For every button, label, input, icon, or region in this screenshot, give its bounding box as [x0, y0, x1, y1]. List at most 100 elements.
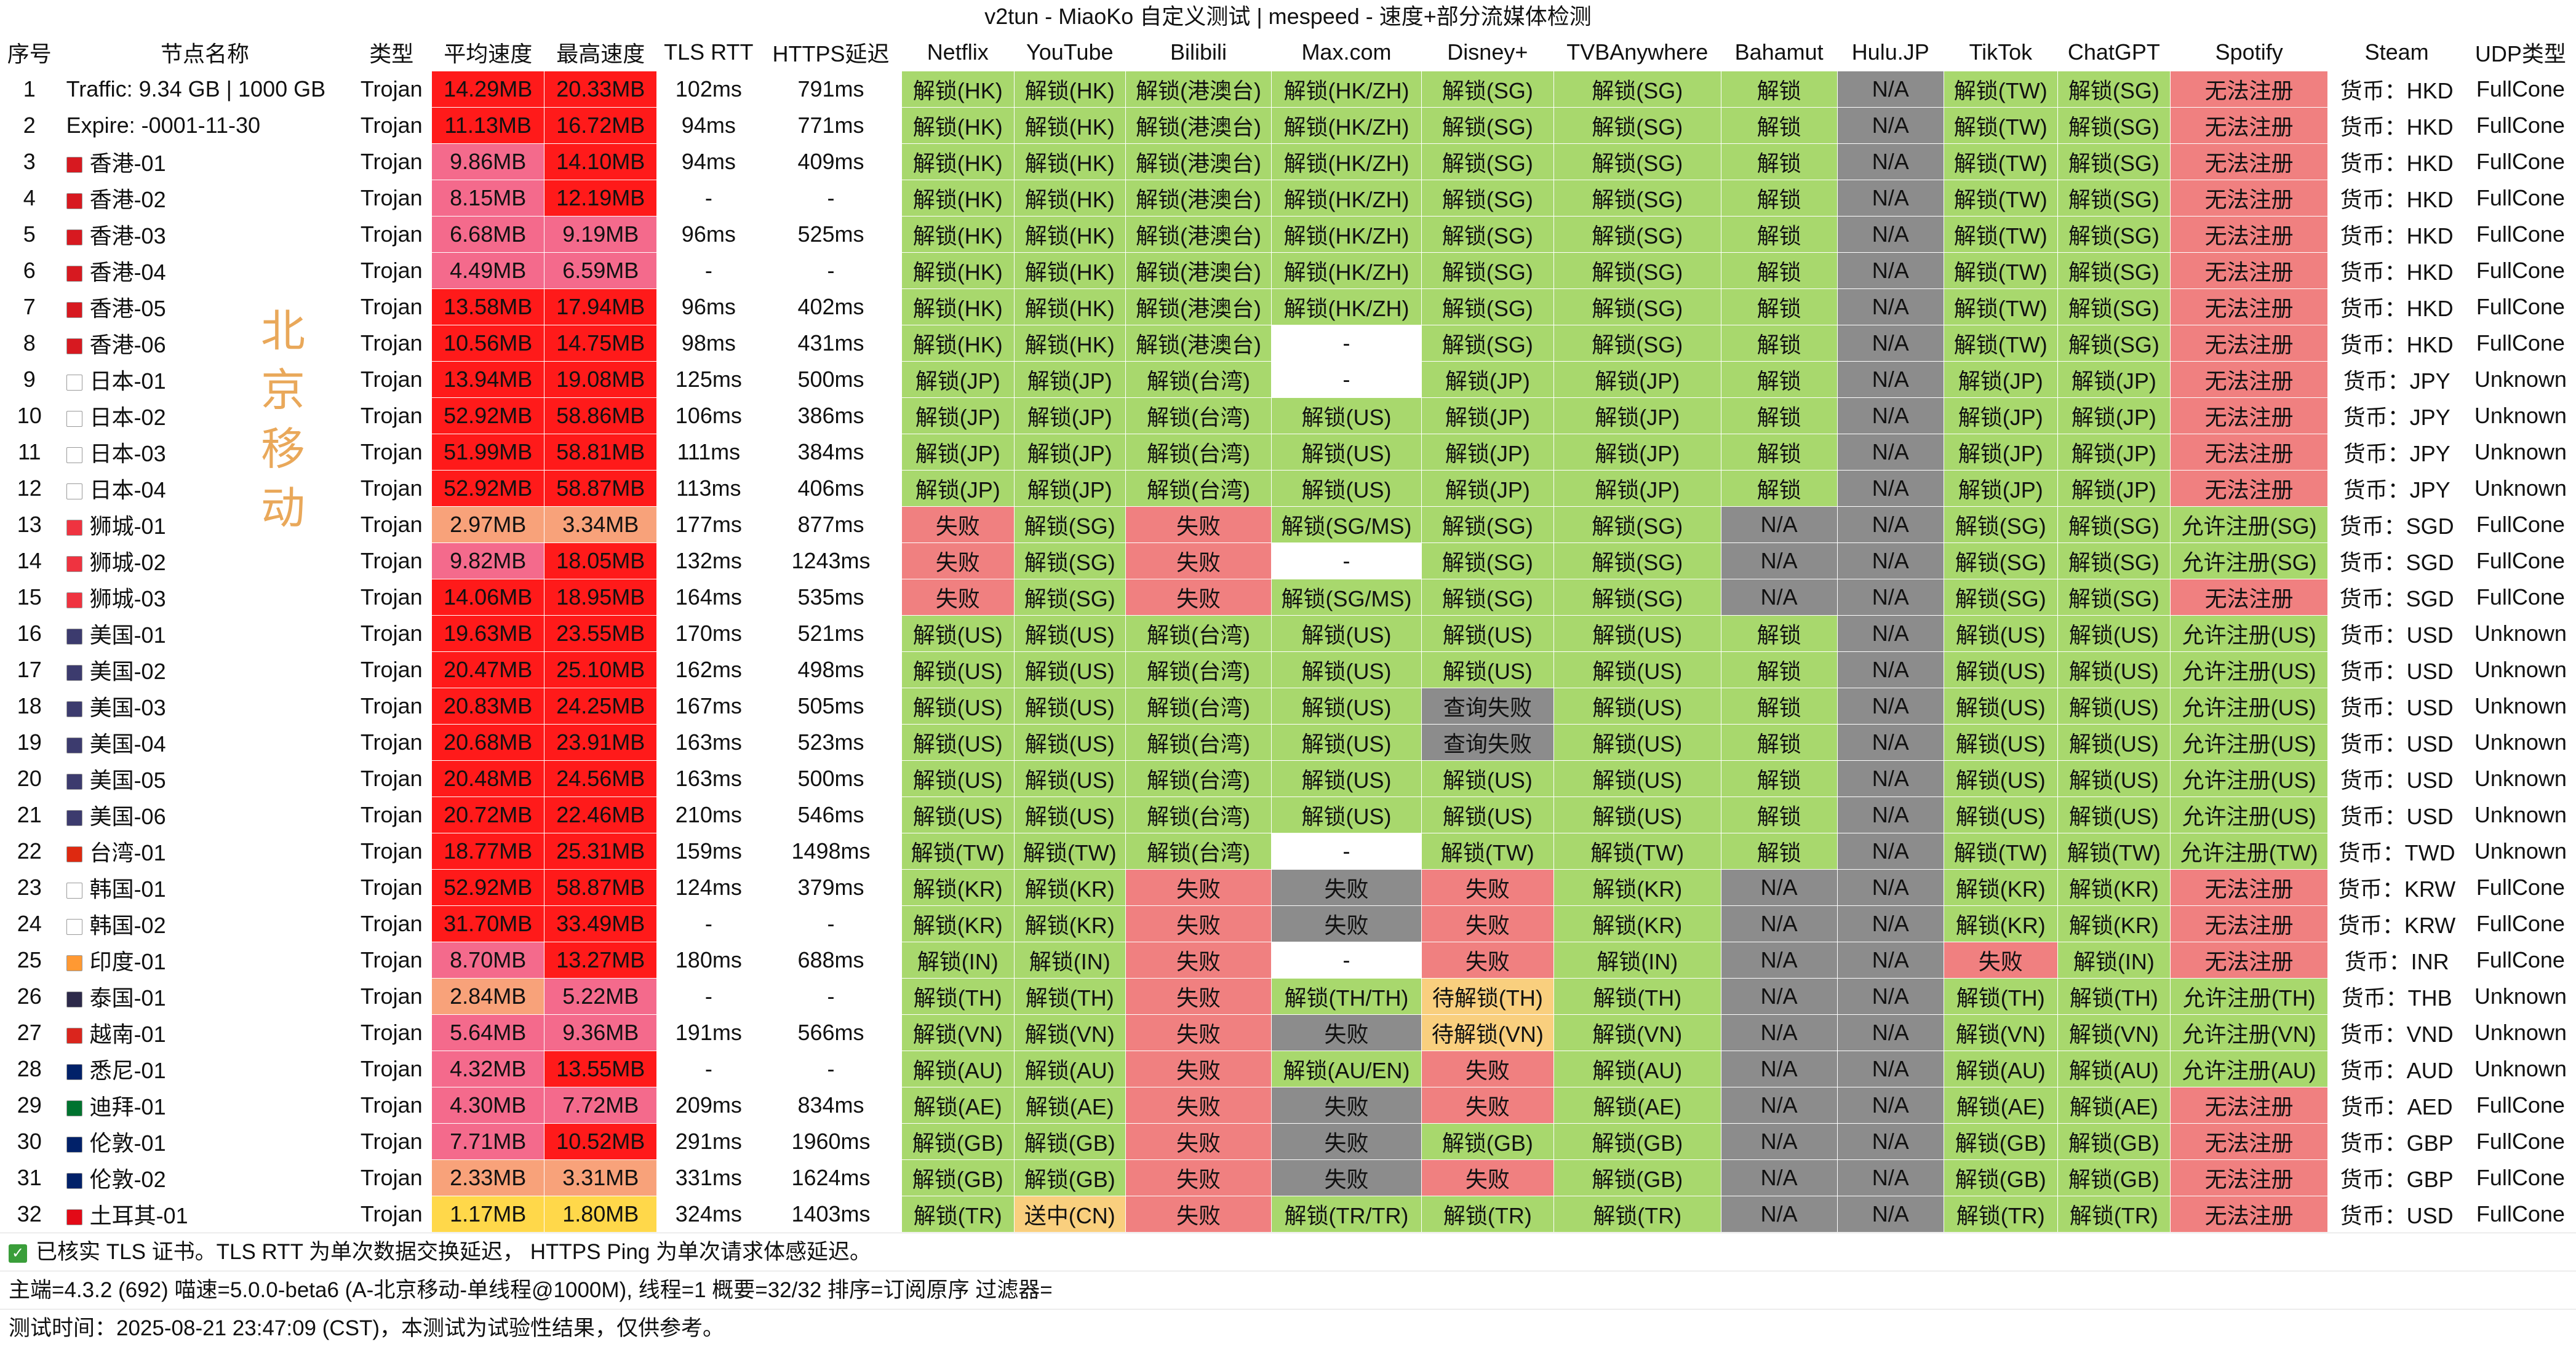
- cell-15: 解锁(TW): [1943, 216, 2058, 253]
- column-header[interactable]: TVBAnywhere: [1553, 33, 1721, 71]
- table-row[interactable]: 26 泰国-01 Trojan 2.84MB 5.22MB - - 解锁(TH) 解锁(TH) 失…: [0, 978, 2576, 1015]
- column-header[interactable]: TikTok: [1943, 33, 2058, 71]
- cell-0: 18: [0, 688, 59, 725]
- table-row[interactable]: 5 香港-03 Trojan 6.68MB 9.19MB 96ms 525ms 解锁(HK) 解…: [0, 216, 2576, 253]
- table-row[interactable]: 10 日本-02 Trojan 52.92MB 58.86MB 106ms 386ms 解锁(…: [0, 397, 2576, 434]
- column-header[interactable]: HTTPS延迟: [760, 33, 902, 71]
- table-row[interactable]: 19 美国-04 Trojan 20.68MB 23.91MB 163ms 523ms 解锁(…: [0, 724, 2576, 761]
- cell-5: -: [656, 1051, 761, 1087]
- column-header[interactable]: YouTube: [1013, 33, 1126, 71]
- cell-3: 4.32MB: [431, 1051, 545, 1087]
- cell-7: 解锁(TW): [901, 833, 1015, 870]
- cell-4: 58.87MB: [544, 470, 658, 507]
- cell-7: 解锁(US): [901, 724, 1015, 761]
- cell-7: 解锁(TR): [901, 1196, 1015, 1233]
- table-row[interactable]: 21 美国-06 Trojan 20.72MB 22.46MB 210ms 546ms 解锁(…: [0, 797, 2576, 833]
- table-row[interactable]: 27 越南-01 Trojan 5.64MB 9.36MB 191ms 566ms 解锁(VN…: [0, 1014, 2576, 1051]
- column-header[interactable]: 最高速度: [544, 33, 658, 71]
- cell-18: 货币：HKD: [2327, 288, 2466, 325]
- column-header[interactable]: Max.com: [1271, 33, 1422, 71]
- node-name-cell: 台湾-01: [58, 833, 352, 870]
- table-row[interactable]: 32 土耳其-01 Trojan 1.17MB 1.80MB 324ms 1403ms 解锁(…: [0, 1196, 2576, 1233]
- column-header[interactable]: 节点名称: [58, 33, 352, 71]
- table-row[interactable]: 3 香港-01 Trojan 9.86MB 14.10MB 94ms 409ms 解锁(HK)…: [0, 143, 2576, 180]
- column-header[interactable]: Disney+: [1421, 33, 1554, 71]
- column-header[interactable]: ChatGPT: [2057, 33, 2171, 71]
- table-row[interactable]: 29 迪拜-01 Trojan 4.30MB 7.72MB 209ms 834ms 解锁(AE…: [0, 1087, 2576, 1124]
- table-row[interactable]: 1 Traffic: 9.34 GB | 1000 GB Trojan 14.29MB…: [0, 71, 2576, 108]
- cell-19: FullCone: [2465, 506, 2576, 543]
- cell-10: 解锁(US): [1271, 688, 1422, 725]
- cell-13: 解锁: [1720, 180, 1838, 217]
- column-header[interactable]: 平均速度: [431, 33, 545, 71]
- cell-13: 解锁: [1720, 252, 1838, 289]
- cell-4: 25.10MB: [544, 651, 658, 688]
- column-header[interactable]: Netflix: [901, 33, 1015, 71]
- cell-9: 失败: [1125, 905, 1272, 942]
- column-header[interactable]: Bilibili: [1125, 33, 1272, 71]
- cell-13: N/A: [1720, 978, 1838, 1015]
- column-header[interactable]: Spotify: [2169, 33, 2329, 71]
- cell-0: 9: [0, 361, 59, 398]
- flag-icon: [66, 810, 82, 827]
- cell-5: 102ms: [656, 71, 761, 108]
- table-row[interactable]: 9 日本-01 Trojan 13.94MB 19.08MB 125ms 500ms 解锁(J…: [0, 361, 2576, 398]
- cell-14: N/A: [1836, 760, 1944, 797]
- table-row[interactable]: 18 美国-03 Trojan 20.83MB 24.25MB 167ms 505ms 解锁(…: [0, 688, 2576, 725]
- cell-16: 解锁(TH): [2057, 978, 2171, 1015]
- cell-9: 解锁(港澳台): [1125, 288, 1272, 325]
- cell-11: 解锁(SG): [1421, 71, 1554, 108]
- table-row[interactable]: 15 狮城-03 Trojan 14.06MB 18.95MB 164ms 535ms 失败解…: [0, 579, 2576, 616]
- table-row[interactable]: 4 香港-02 Trojan 8.15MB 12.19MB - - 解锁(HK) 解锁(HK) 解…: [0, 180, 2576, 217]
- table-row[interactable]: 31 伦敦-02 Trojan 2.33MB 3.31MB 331ms 1624ms 解锁(G…: [0, 1159, 2576, 1196]
- table-row[interactable]: 8 香港-06 Trojan 10.56MB 14.75MB 98ms 431ms 解锁(HK…: [0, 325, 2576, 362]
- table-row[interactable]: 7 香港-05 Trojan 13.58MB 17.94MB 96ms 402ms 解锁(HK…: [0, 288, 2576, 325]
- table-row[interactable]: 13 狮城-01 Trojan 2.97MB 3.34MB 177ms 877ms 失败 解锁(…: [0, 506, 2576, 543]
- table-row[interactable]: 25 印度-01 Trojan 8.70MB 13.27MB 180ms 688ms 解锁(I…: [0, 942, 2576, 979]
- column-header[interactable]: Hulu.JP: [1836, 33, 1944, 71]
- cell-18: 货币：USD: [2327, 1196, 2466, 1233]
- table-row[interactable]: 16 美国-01 Trojan 19.63MB 23.55MB 170ms 521ms 解锁(…: [0, 615, 2576, 652]
- table-row[interactable]: 14 狮城-02 Trojan 9.82MB 18.05MB 132ms 1243ms 失败解…: [0, 542, 2576, 579]
- table-row[interactable]: 28 悉尼-01 Trojan 4.32MB 13.55MB - - 解锁(AU) 解锁(AU)…: [0, 1051, 2576, 1087]
- column-header[interactable]: UDP类型: [2465, 33, 2576, 71]
- cell-18: 货币：HKD: [2327, 325, 2466, 362]
- table-row[interactable]: 6 香港-04 Trojan 4.49MB 6.59MB - - 解锁(HK) 解锁(HK) 解锁…: [0, 252, 2576, 289]
- cell-13: 解锁: [1720, 143, 1838, 180]
- cell-0: 13: [0, 506, 59, 543]
- cell-9: 失败: [1125, 1159, 1272, 1196]
- column-header[interactable]: 类型: [351, 33, 433, 71]
- cell-2: Trojan: [351, 724, 433, 761]
- column-header[interactable]: Steam: [2327, 33, 2466, 71]
- overlay-char: 京: [260, 364, 305, 416]
- cell-11: 解锁(SG): [1421, 180, 1554, 217]
- cell-3: 20.48MB: [431, 760, 545, 797]
- cell-12: 解锁(GB): [1553, 1123, 1721, 1160]
- cell-13: N/A: [1720, 1123, 1838, 1160]
- cell-18: 货币：SGD: [2327, 506, 2466, 543]
- cell-14: N/A: [1836, 1087, 1944, 1124]
- cell-3: 2.33MB: [431, 1159, 545, 1196]
- cell-3: 31.70MB: [431, 905, 545, 942]
- cell-15: 解锁(KR): [1943, 905, 2058, 942]
- table-row[interactable]: 20 美国-05 Trojan 20.48MB 24.56MB 163ms 500ms 解锁(…: [0, 760, 2576, 797]
- cell-3: 2.97MB: [431, 506, 545, 543]
- cell-17: 允许注册(US): [2169, 797, 2329, 833]
- table-row[interactable]: 17 美国-02 Trojan 20.47MB 25.10MB 162ms 498ms 解锁(…: [0, 651, 2576, 688]
- table-row[interactable]: 12 日本-04 Trojan 52.92MB 58.87MB 113ms 406ms 解锁(…: [0, 470, 2576, 507]
- cell-11: 解锁(GB): [1421, 1123, 1554, 1160]
- cell-16: 解锁(JP): [2057, 470, 2171, 507]
- column-header[interactable]: Bahamut: [1720, 33, 1838, 71]
- cell-11: 解锁(US): [1421, 760, 1554, 797]
- flag-icon: [66, 447, 82, 464]
- column-header[interactable]: 序号: [0, 33, 59, 71]
- table-row[interactable]: 23 韩国-01 Trojan 52.92MB 58.87MB 124ms 379ms 解锁(…: [0, 869, 2576, 906]
- table-row[interactable]: 30 伦敦-01 Trojan 7.71MB 10.52MB 291ms 1960ms 解锁(…: [0, 1123, 2576, 1160]
- table-row[interactable]: 24 韩国-02 Trojan 31.70MB 33.49MB - - 解锁(KR) 解锁(KR…: [0, 905, 2576, 942]
- column-header[interactable]: TLS RTT: [656, 33, 761, 71]
- table-row[interactable]: 11 日本-03 Trojan 51.99MB 58.81MB 111ms 384ms 解锁(…: [0, 434, 2576, 471]
- table-row[interactable]: 2 Expire: -0001-11-30 Trojan 11.13MB 16.72MB…: [0, 107, 2576, 144]
- table-row[interactable]: 22 台湾-01 Trojan 18.77MB 25.31MB 159ms 1498ms 解锁…: [0, 833, 2576, 870]
- cell-6: 688ms: [760, 942, 902, 979]
- node-name: 迪拜-01: [89, 1094, 166, 1119]
